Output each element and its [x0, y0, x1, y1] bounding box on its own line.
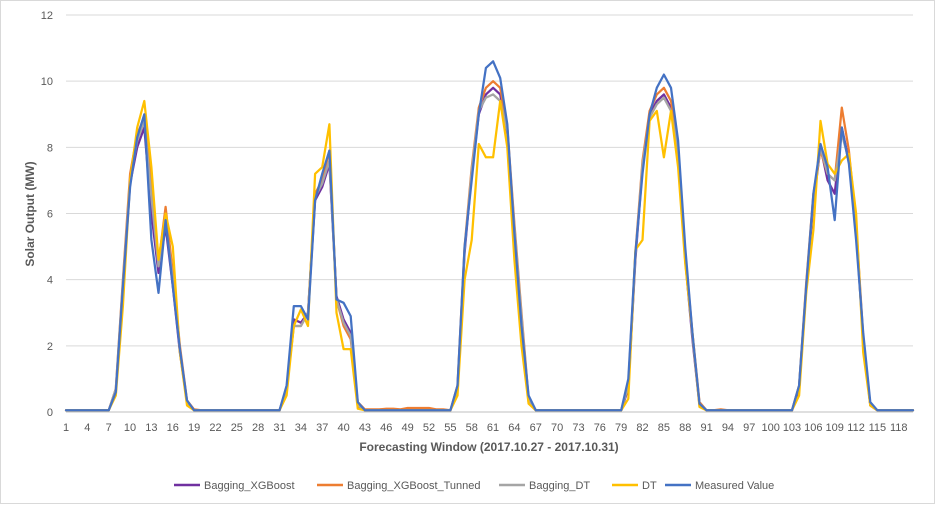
- x-tick-label: 100: [761, 422, 779, 434]
- x-tick-labels: 1 4 7 10 13 16 19 22 25 28 31 34 37 40 43 46 49 52 55 58 61 6…: [63, 422, 908, 434]
- legend-label-bagging-xgboost: Bagging_XGBoost: [204, 480, 295, 492]
- x-tick-label: 52: [423, 422, 435, 434]
- x-tick-label: 115: [869, 422, 887, 434]
- x-tick-label: 40: [337, 422, 349, 434]
- x-tick-label: 97: [743, 422, 755, 434]
- x-tick-label: 58: [466, 422, 478, 434]
- x-tick-label: 82: [636, 422, 648, 434]
- legend-label-bagging-dt: Bagging_DT: [529, 480, 590, 492]
- y-tick-label: 4: [47, 275, 53, 287]
- x-tick-label: 94: [722, 422, 734, 434]
- legend-label-dt: DT: [642, 480, 657, 492]
- x-tick-label: 64: [508, 422, 520, 434]
- y-tick-label: 0: [47, 407, 53, 419]
- x-tick-label: 46: [380, 422, 392, 434]
- x-tick-label: 118: [890, 422, 908, 434]
- series-line-bagging-dt: [64, 93, 915, 412]
- y-tick-label: 10: [41, 76, 53, 88]
- legend: Bagging_XGBoost Bagging_XGBoost_Tunned Bag…: [174, 480, 774, 492]
- x-tick-label: 1: [63, 422, 69, 434]
- series-lines: [64, 60, 915, 412]
- gridlines: [66, 14, 913, 413]
- x-tick-label: 49: [402, 422, 414, 434]
- x-tick-label: 37: [316, 422, 328, 434]
- x-tick-label: 43: [359, 422, 371, 434]
- x-tick-label: 25: [231, 422, 243, 434]
- x-tick-label: 10: [124, 422, 136, 434]
- x-tick-label: 91: [700, 422, 712, 434]
- x-tick-label: 34: [295, 422, 307, 434]
- y-tick-label: 2: [47, 341, 53, 353]
- y-tick-labels: 0 2 4 6 8 10 12: [41, 10, 53, 419]
- legend-label-bagging-xgboost-tunned: Bagging_XGBoost_Tunned: [347, 480, 481, 492]
- x-tick-label: 112: [847, 422, 865, 434]
- x-tick-label: 103: [783, 422, 801, 434]
- x-tick-label: 109: [826, 422, 844, 434]
- x-tick-label: 88: [679, 422, 691, 434]
- x-tick-label: 61: [487, 422, 499, 434]
- series-line-bagging-xgboost: [64, 86, 915, 412]
- x-tick-label: 76: [594, 422, 606, 434]
- x-tick-label: 31: [273, 422, 285, 434]
- y-axis-title: Solar Output (MW): [23, 161, 37, 266]
- x-tick-label: 85: [658, 422, 670, 434]
- x-tick-label: 106: [804, 422, 822, 434]
- legend-label-measured-value: Measured Value: [695, 480, 774, 492]
- x-tick-label: 7: [106, 422, 112, 434]
- x-tick-label: 4: [84, 422, 90, 434]
- x-tick-label: 28: [252, 422, 264, 434]
- x-axis-title: Forecasting Window (2017.10.27 - 2017.10…: [359, 440, 618, 454]
- x-tick-label: 73: [572, 422, 584, 434]
- y-tick-label: 8: [47, 142, 53, 154]
- series-line-bagging-xgboost-tunned: [64, 80, 915, 412]
- x-tick-label: 79: [615, 422, 627, 434]
- x-tick-label: 70: [551, 422, 563, 434]
- series-line-measured-value: [64, 60, 915, 412]
- x-tick-label: 22: [209, 422, 221, 434]
- x-tick-label: 55: [444, 422, 456, 434]
- x-tick-label: 67: [530, 422, 542, 434]
- y-tick-label: 12: [41, 10, 53, 22]
- x-tick-label: 16: [167, 422, 179, 434]
- y-tick-label: 6: [47, 209, 53, 221]
- x-tick-label: 19: [188, 422, 200, 434]
- x-tick-label: 13: [145, 422, 157, 434]
